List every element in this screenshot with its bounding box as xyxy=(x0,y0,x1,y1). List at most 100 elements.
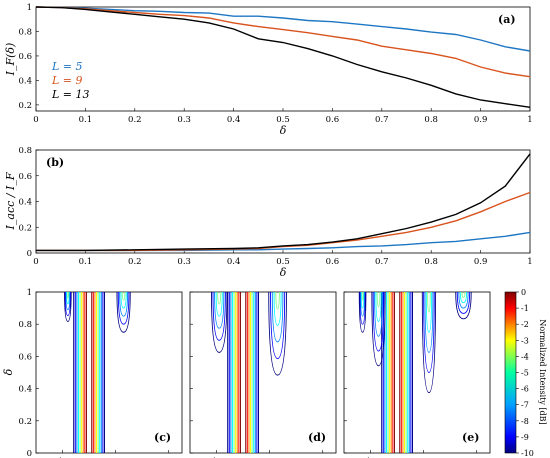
panel-a-xtick-label: 0.6 xyxy=(326,115,340,125)
panel-b-xtick-label: 0.1 xyxy=(79,257,93,267)
panel-b-ylabel: I_acc / I_F xyxy=(4,172,17,230)
grating-lobe-contour xyxy=(121,291,126,301)
contour-panels: 40608000.20.40.60.81(c)z [mm]406080(d)z … xyxy=(18,288,491,458)
panel-b-ytick-label: 0.6 xyxy=(18,172,32,182)
contour-frame xyxy=(189,291,337,454)
grating-lobe-contour xyxy=(215,291,223,317)
colorbar-tick-label: -3 xyxy=(521,336,529,345)
grating-lobe-contour xyxy=(423,291,435,373)
panel-b-xtick-label: 0.6 xyxy=(326,257,340,267)
legend-label-l9: L = 9 xyxy=(51,74,83,87)
grating-lobe-contour xyxy=(214,291,225,329)
grating-lobe-contour xyxy=(64,291,71,317)
grating-lobe-contour xyxy=(360,291,365,309)
grating-lobe-contour xyxy=(360,291,366,317)
contour-ytick-label: 0.2 xyxy=(18,417,32,427)
grating-lobe-contour xyxy=(455,291,472,320)
panel-b-xtick-label: 1 xyxy=(527,257,532,267)
grating-lobe-contour xyxy=(372,291,385,352)
contour-panel-label: (d) xyxy=(308,431,326,444)
panel-a-xtick-label: 0.5 xyxy=(276,115,290,125)
panel-b-ytick-label: 0.2 xyxy=(18,223,32,233)
panel-a-ytick-label: 0.8 xyxy=(18,27,32,37)
panel-b-ytick-label: 0.8 xyxy=(18,146,32,156)
panel-b-xtick-label: 0.9 xyxy=(474,257,488,267)
panel-a-xtick-label: 0.7 xyxy=(375,115,389,125)
panel-b-xtick-label: 0.3 xyxy=(177,257,191,267)
panel-b-xtick-label: 0.5 xyxy=(276,257,290,267)
colorbar-tick-label: -6 xyxy=(521,385,529,394)
colorbar: 0 -1 -2 -3 -4 -5 -6 -7 -8 -9 -10 Normalized Intens… xyxy=(504,288,547,458)
legend: L = 5 L = 9 L = 13 xyxy=(51,60,90,101)
grating-lobe-contour xyxy=(425,291,433,333)
grating-lobe-contour xyxy=(120,291,127,309)
grating-lobe-contour xyxy=(275,291,280,310)
grating-lobe-contour xyxy=(66,291,69,299)
panel-a-ytick-label: 0.4 xyxy=(18,76,32,86)
contour-panel-1: 40608000.20.40.60.81(c)z [mm] xyxy=(18,288,183,458)
grating-lobe-contour xyxy=(117,291,130,325)
colorbar-tick-label: -7 xyxy=(521,401,529,410)
contour-panel-3: 406080(e)z [mm] xyxy=(343,291,491,458)
panel-a-xtick-label: 0.9 xyxy=(474,115,488,125)
panel-b-xtick-label: 0.4 xyxy=(227,257,241,267)
contour-ylabel: δ xyxy=(2,368,15,375)
grating-lobe-contour xyxy=(211,291,228,353)
panel-b-label: (b) xyxy=(46,156,64,169)
panel-a-ylabel: I_F(δ) xyxy=(4,43,17,77)
grating-lobe-contour xyxy=(273,291,282,326)
panel-a-xtick-label: 0.2 xyxy=(128,115,142,125)
panel-a-xtick-label: 0.1 xyxy=(79,115,93,125)
grating-lobe-contour xyxy=(270,291,286,359)
colorbar-tick-label: -2 xyxy=(521,320,529,329)
panel-b: 0 0.1 0.2 0.3 0.4 0.5 0.6 0.7 0.8 0.9 1 0 0.2 0.4 0.6… xyxy=(4,146,533,279)
grating-lobe-contour xyxy=(459,291,468,304)
panel-a-series-l9 xyxy=(35,6,531,78)
grating-lobe-contour xyxy=(456,291,471,314)
grating-lobe-contour xyxy=(376,291,381,308)
panel-a-xlabel: δ xyxy=(280,124,287,137)
colorbar-tick-label: -5 xyxy=(521,369,529,378)
panel-b-xlabel: δ xyxy=(280,266,287,279)
contour-panel-label: (c) xyxy=(154,431,171,444)
colorbar-gradient xyxy=(504,291,517,454)
grating-lobe-contour xyxy=(66,291,70,305)
contour-panel-label: (e) xyxy=(462,431,479,444)
grating-lobe-contour xyxy=(375,291,382,322)
grating-lobe-contour xyxy=(424,291,434,353)
panel-b-ytick-label: 0.4 xyxy=(18,198,32,208)
panel-b-series-l13 xyxy=(36,153,531,252)
panel-b-frame xyxy=(35,149,531,254)
contour-ytick-label: 0.6 xyxy=(18,352,32,362)
contour-ytick-label: 0.8 xyxy=(18,320,32,330)
panel-a-xtick-label: 1 xyxy=(527,115,532,125)
grating-lobe-contour xyxy=(461,291,466,298)
colorbar-tick-label: 0 xyxy=(521,288,526,297)
panel-a-xtick-label: 0.3 xyxy=(177,115,191,125)
contour-ytick-label: 1 xyxy=(27,288,32,298)
grating-lobe-contour xyxy=(217,291,222,305)
grating-lobe-contour xyxy=(119,291,129,317)
grating-lobe-contour xyxy=(421,291,437,394)
panel-b-xtick-label: 0.7 xyxy=(375,257,389,267)
panel-a-ytick-label: 1 xyxy=(27,3,32,13)
contour-frame xyxy=(35,291,183,454)
colorbar-tick-label: -8 xyxy=(521,417,529,426)
panel-a-series-l13 xyxy=(35,6,531,108)
contour-frame xyxy=(343,291,491,454)
panel-a-frame xyxy=(35,6,531,112)
colorbar-tick-label: -4 xyxy=(521,352,529,361)
panel-a-ytick-label: 0.2 xyxy=(18,101,32,111)
legend-label-l5: L = 5 xyxy=(51,60,83,73)
panel-b-xtick-label: 0 xyxy=(33,257,38,267)
colorbar-tick-label: -10 xyxy=(521,449,534,458)
panel-b-xtick-label: 0.2 xyxy=(128,257,142,267)
panel-a-xtick-label: 0.8 xyxy=(424,115,438,125)
contour-ytick-label: 0 xyxy=(27,449,32,458)
grating-lobe-contour xyxy=(374,291,383,337)
grating-lobe-contour xyxy=(361,291,364,301)
grating-lobe-contour xyxy=(65,291,71,311)
grating-lobe-contour xyxy=(458,291,469,309)
grating-lobe-contour xyxy=(64,291,72,322)
